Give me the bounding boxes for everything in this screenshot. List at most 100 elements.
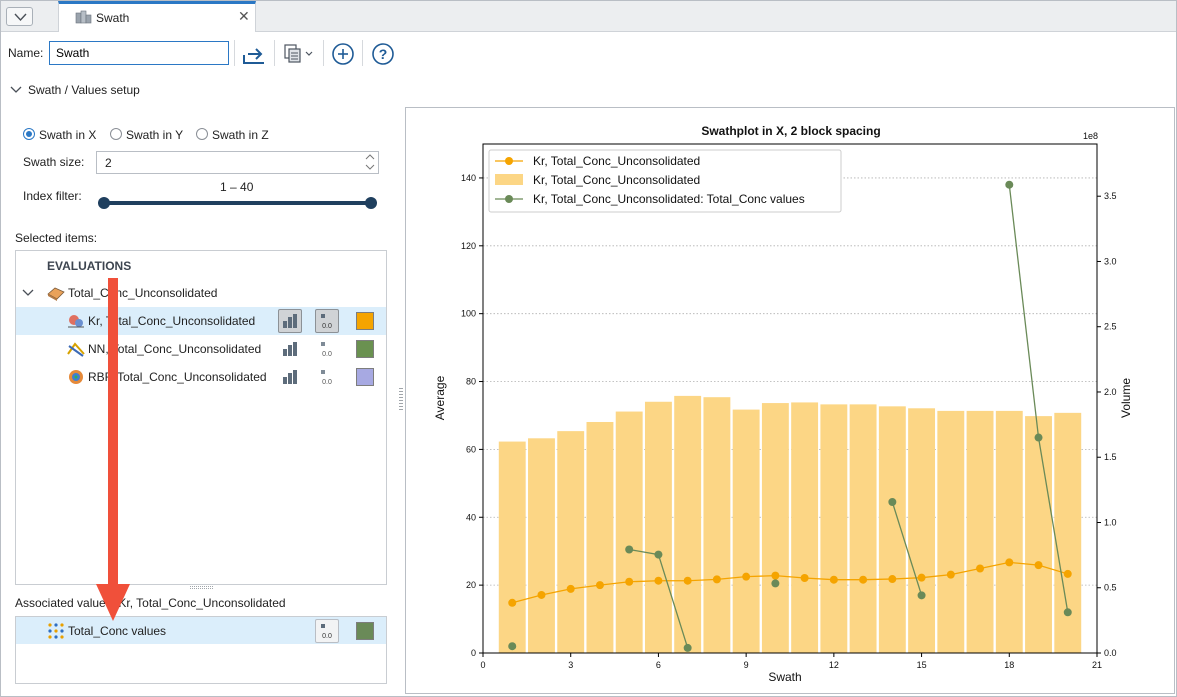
data-point-values	[625, 545, 634, 554]
chart-bar	[791, 402, 819, 653]
data-point-values	[654, 550, 663, 559]
slider-max-handle[interactable]	[365, 197, 377, 209]
index-filter-label: Index filter:	[23, 189, 82, 203]
help-icon[interactable]: ?	[371, 42, 395, 66]
name-input[interactable]	[49, 41, 229, 65]
chart-bar	[761, 403, 789, 653]
section-title[interactable]: Swath / Values setup	[28, 83, 140, 97]
legend-marker	[495, 174, 523, 185]
y-tick-label: 140	[461, 173, 476, 183]
data-point-kr	[829, 575, 838, 584]
values-toggle-button[interactable]: 0.0	[315, 619, 339, 643]
y-tick-label: 100	[461, 309, 476, 319]
values-icon[interactable]: 0.0	[316, 338, 338, 360]
export-arrow-icon[interactable]	[241, 41, 267, 67]
color-swatch[interactable]	[356, 368, 374, 386]
close-icon[interactable]: ✕	[238, 8, 250, 24]
list-item-label[interactable]: NN, Total_Conc_Unconsolidated	[88, 342, 262, 356]
chevron-down-icon[interactable]	[10, 85, 22, 95]
data-point-kr	[683, 576, 692, 585]
tree-parent-label[interactable]: Total_Conc_Unconsolidated	[68, 286, 218, 300]
bar-chart-icon[interactable]	[279, 366, 301, 388]
radio-swath-z[interactable]	[196, 128, 208, 140]
selected-items-label: Selected items:	[15, 231, 98, 245]
values-icon: 0.0	[321, 314, 332, 330]
list-item-label[interactable]: Kr, Total_Conc_Unconsolidated	[88, 314, 256, 328]
values-toggle-button[interactable]: 0.0	[315, 309, 339, 333]
y-tick-label: 60	[466, 444, 476, 454]
svg-text:0.0: 0.0	[322, 323, 332, 330]
data-point-kr	[595, 581, 604, 590]
chart-bar	[849, 404, 877, 653]
slider-min-handle[interactable]	[98, 197, 110, 209]
y2-tick-label: 2.5	[1104, 322, 1117, 332]
y-tick-label: 0	[471, 648, 476, 658]
points-icon	[48, 623, 64, 639]
chart-bar	[966, 410, 994, 653]
swath-toggle-button[interactable]	[278, 309, 302, 333]
annotation-arrow-icon	[96, 278, 130, 621]
spin-arrows-icon[interactable]	[364, 152, 376, 172]
legend-entry: Kr, Total_Conc_Unconsolidated	[533, 154, 700, 168]
data-point-kr	[742, 572, 751, 581]
y-axis-label: Average	[433, 375, 447, 420]
list-item-label[interactable]: RBF, Total_Conc_Unconsolidated	[88, 370, 267, 384]
data-point-kr	[888, 575, 897, 584]
data-point-kr	[1005, 558, 1014, 567]
y-tick-label: 80	[466, 377, 476, 387]
swath-size-value: 2	[105, 156, 112, 170]
group-header: EVALUATIONS	[47, 259, 132, 273]
values-icon: 0.0	[321, 624, 332, 640]
chart-panel: 0 3 6 9 12 15 18 21 0 20 40 60 80 100 120 140 0.0 0.5 1.0 1…	[405, 107, 1175, 694]
list-item-label[interactable]: Total_Conc values	[68, 624, 167, 638]
bar-chart-icon[interactable]	[279, 338, 301, 360]
color-swatch[interactable]	[356, 340, 374, 358]
radio-swath-z-label[interactable]: Swath in Z	[212, 128, 269, 142]
x-tick-label: 15	[917, 660, 927, 670]
index-filter-slider[interactable]	[104, 201, 371, 205]
collapse-panel-button[interactable]	[6, 7, 33, 26]
chevron-down-icon[interactable]	[21, 288, 35, 298]
y-tick-label: 40	[466, 512, 476, 522]
chart-bar	[615, 411, 643, 653]
toolbar-divider	[274, 40, 275, 66]
data-point-values	[917, 591, 926, 600]
y2-tick-label: 3.5	[1104, 191, 1117, 201]
svg-text:0.0: 0.0	[322, 379, 332, 386]
y2-tick-label: 1.0	[1104, 517, 1117, 527]
data-point-kr	[917, 573, 926, 582]
toolbar-divider	[362, 40, 363, 66]
svg-text:0.0: 0.0	[322, 351, 332, 358]
panel-splitter[interactable]	[399, 388, 403, 412]
x-tick-label: 12	[829, 660, 839, 670]
data-point-kr	[712, 575, 721, 584]
data-point-kr	[625, 577, 634, 586]
data-point-kr	[1063, 569, 1072, 578]
chart-title: Swathplot in X, 2 block spacing	[701, 124, 880, 138]
toolbar-divider	[234, 40, 235, 66]
radio-swath-y[interactable]	[110, 128, 122, 140]
y2-tick-label: 2.0	[1104, 387, 1117, 397]
data-point-values	[771, 579, 780, 588]
y-tick-label: 120	[461, 241, 476, 251]
swath-size-spinbox[interactable]: 2	[96, 151, 379, 174]
chart-bar	[1054, 412, 1082, 653]
radio-swath-x[interactable]	[23, 128, 35, 140]
x-tick-label: 21	[1092, 660, 1102, 670]
radio-swath-x-label[interactable]: Swath in X	[39, 128, 97, 142]
data-point-kr	[1034, 561, 1043, 570]
color-swatch[interactable]	[356, 312, 374, 330]
y2-axis-label: Volume	[1119, 378, 1133, 418]
data-point-kr	[800, 574, 809, 583]
color-swatch[interactable]	[356, 622, 374, 640]
tab-swath[interactable]: Swath ✕	[58, 1, 256, 32]
chart-bar	[703, 397, 731, 653]
splitter-grip-icon[interactable]	[190, 585, 214, 590]
copy-icon[interactable]	[282, 42, 316, 66]
legend-marker	[505, 195, 513, 203]
radio-swath-y-label[interactable]: Swath in Y	[126, 128, 184, 142]
x-tick-label: 18	[1004, 660, 1014, 670]
values-icon[interactable]: 0.0	[316, 366, 338, 388]
add-circle-icon[interactable]	[331, 42, 355, 66]
chart-legend: Kr, Total_Conc_Unconsolidated Kr, Total_…	[488, 149, 842, 213]
